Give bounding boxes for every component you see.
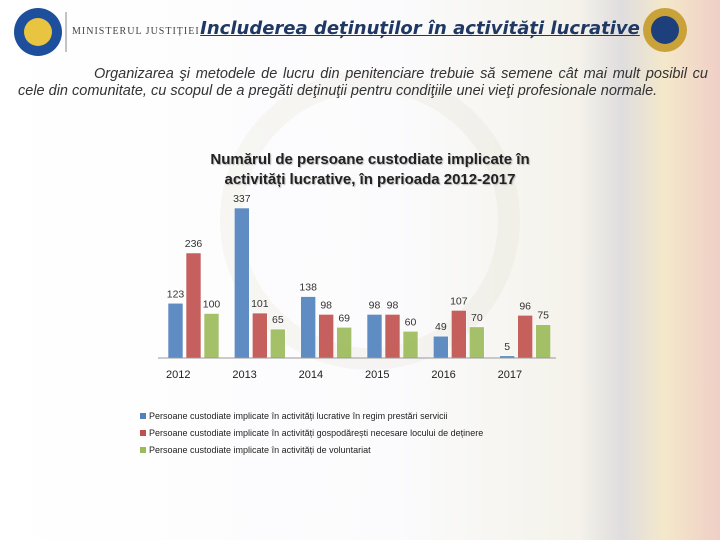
- data-label: 75: [537, 310, 549, 322]
- chart-title: Numărul de persoane custodiate implicate…: [210, 151, 530, 188]
- data-label: 96: [519, 300, 531, 312]
- bar: [469, 326, 485, 359]
- bar: [535, 324, 551, 359]
- data-label: 60: [405, 316, 417, 328]
- x-tick-label: 2017: [498, 369, 522, 381]
- data-label: 101: [251, 298, 269, 310]
- penitentiary-logo-inner: [651, 16, 679, 44]
- data-label: 98: [320, 299, 332, 311]
- bar: [433, 335, 449, 359]
- data-label: 98: [369, 299, 381, 311]
- bar: [203, 313, 220, 359]
- legend-swatch: [140, 413, 146, 419]
- bar: [517, 314, 533, 359]
- x-tick-label: 2013: [232, 369, 256, 381]
- bar: [300, 296, 316, 359]
- legend-swatch: [140, 430, 146, 436]
- data-label: 70: [471, 312, 483, 324]
- bar: [336, 326, 352, 359]
- data-label: 107: [450, 295, 468, 307]
- paragraph: Organizarea şi metodele de lucru din pen…: [18, 66, 708, 99]
- bar: [234, 207, 250, 359]
- data-label: 5: [504, 341, 510, 353]
- bar: [451, 310, 467, 359]
- data-label: 337: [233, 193, 251, 205]
- flag-background: [580, 0, 720, 540]
- ministry-logo-inner: [24, 18, 52, 46]
- bar: [270, 328, 286, 359]
- x-tick-label: 2016: [431, 369, 455, 381]
- ministry-name: MINISTERUL JUSTIȚIEI: [72, 26, 200, 37]
- legend-swatch: [140, 447, 146, 453]
- data-label: 65: [272, 314, 284, 326]
- data-label: 236: [185, 238, 203, 250]
- data-label: 49: [435, 321, 447, 333]
- bar: [366, 314, 383, 359]
- x-tick-label: 2015: [365, 369, 389, 381]
- x-tick-label: 2014: [299, 369, 323, 381]
- data-label: 100: [203, 298, 221, 310]
- bar: [318, 314, 334, 359]
- bar: [185, 252, 202, 359]
- legend-label: Persoane custodiate implicate în activit…: [149, 428, 483, 438]
- data-label: 98: [387, 299, 399, 311]
- data-label: 138: [299, 282, 317, 294]
- bar: [384, 314, 401, 359]
- x-tick-label: 2012: [166, 369, 190, 381]
- data-label: 123: [167, 288, 185, 300]
- legend-label: Persoane custodiate implicate în activit…: [149, 411, 448, 421]
- legend-label: Persoane custodiate implicate în activit…: [149, 445, 371, 455]
- slide-title: Includerea deținuților în activități luc…: [200, 18, 640, 39]
- bar: [252, 312, 268, 359]
- bar: [167, 302, 184, 359]
- data-label: 69: [338, 312, 350, 324]
- bar: [402, 330, 419, 359]
